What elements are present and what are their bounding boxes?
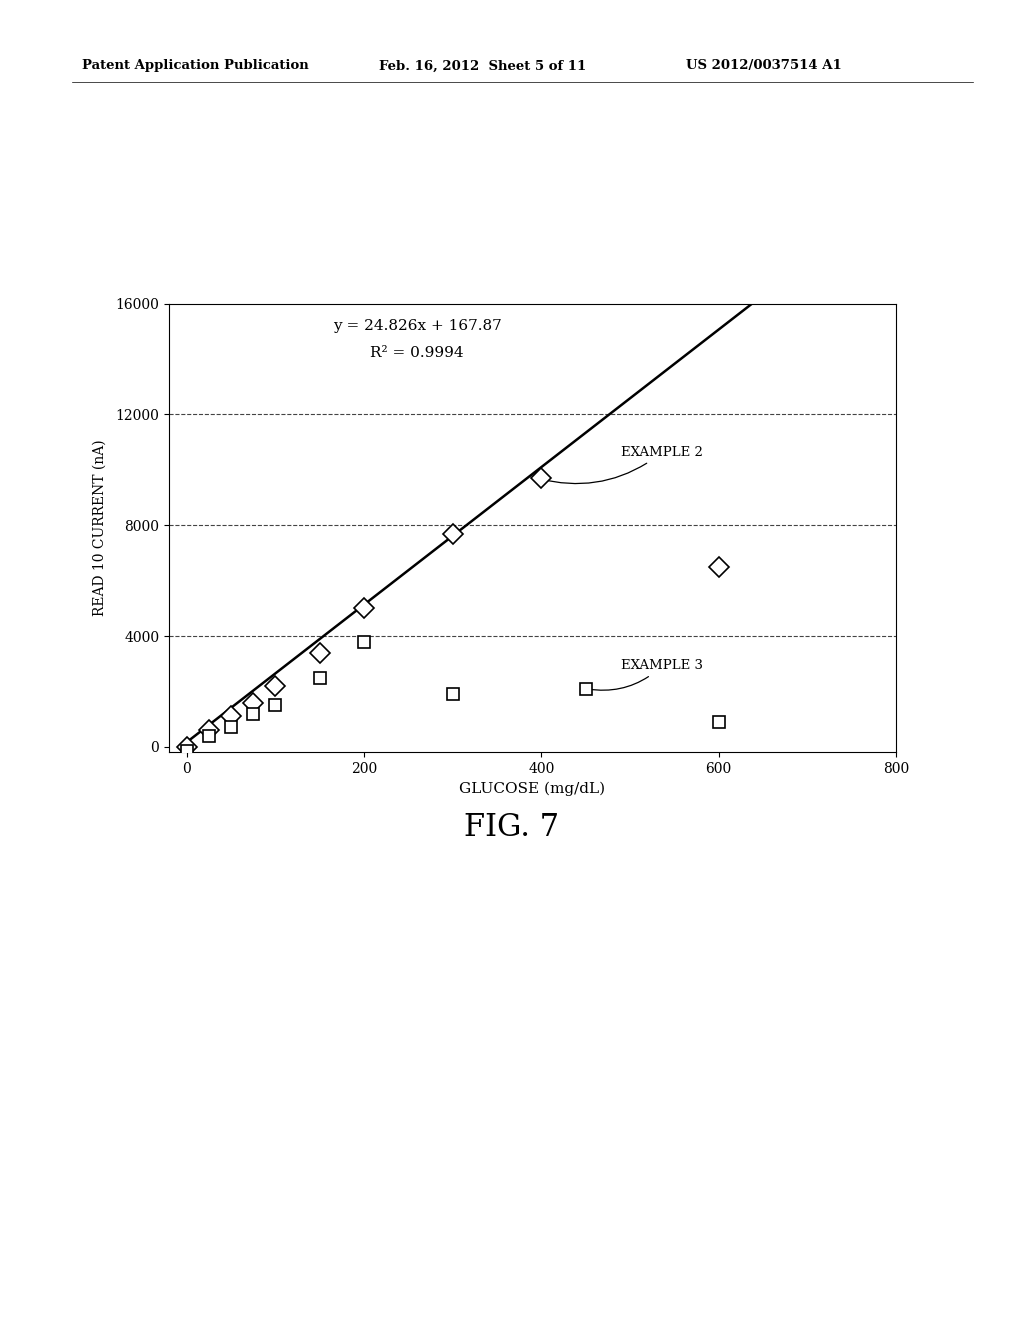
- Text: US 2012/0037514 A1: US 2012/0037514 A1: [686, 59, 842, 73]
- Text: Feb. 16, 2012  Sheet 5 of 11: Feb. 16, 2012 Sheet 5 of 11: [379, 59, 586, 73]
- Text: Patent Application Publication: Patent Application Publication: [82, 59, 308, 73]
- Text: FIG. 7: FIG. 7: [465, 812, 559, 842]
- Text: y = 24.826x + 167.87: y = 24.826x + 167.87: [333, 318, 502, 333]
- Text: R² = 0.9994: R² = 0.9994: [371, 346, 464, 360]
- Y-axis label: READ 10 CURRENT (nA): READ 10 CURRENT (nA): [93, 440, 108, 616]
- Text: EXAMPLE 2: EXAMPLE 2: [540, 446, 703, 483]
- X-axis label: GLUCOSE (mg/dL): GLUCOSE (mg/dL): [460, 781, 605, 796]
- Text: EXAMPLE 3: EXAMPLE 3: [589, 659, 703, 690]
